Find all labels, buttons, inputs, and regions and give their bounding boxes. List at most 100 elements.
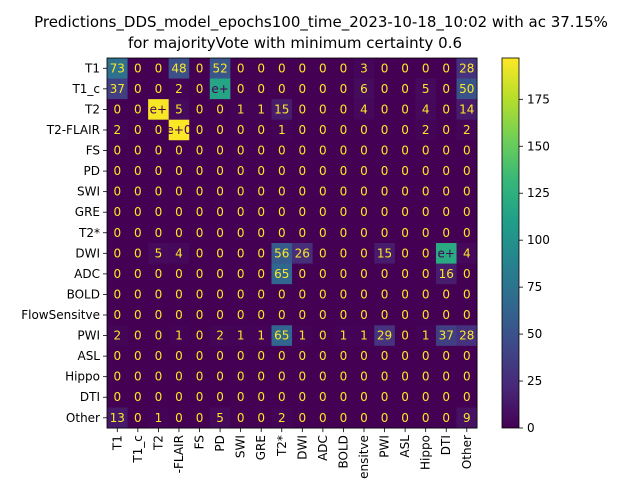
heatmap-cell: [107, 284, 128, 306]
cell-value-label: 0: [237, 267, 245, 281]
cell-value-label: 0: [257, 123, 265, 137]
cell-value-label: 0: [381, 123, 389, 137]
heatmap-cell: [107, 201, 128, 223]
cell-value-label: 0: [319, 308, 327, 322]
cell-value-label: 0: [237, 287, 245, 301]
heatmap-cell: [107, 160, 128, 182]
cell-value-label: 0: [175, 411, 183, 425]
cell-value-label: 0: [257, 349, 265, 363]
x-tick-label: T2: [151, 435, 165, 451]
x-tick-label: BOLD: [336, 435, 350, 468]
cell-value-label: 0: [216, 370, 224, 384]
heatmap-cell: [271, 181, 293, 203]
x-tick-label: -FLAIR: [172, 435, 186, 473]
heatmap-cell: [435, 140, 457, 162]
cell-value-label: 1: [422, 329, 430, 343]
y-tick-label: T1: [84, 61, 100, 75]
cell-value-label: 0: [175, 308, 183, 322]
heatmap-cell: [394, 160, 416, 182]
cell-value-label: 0: [442, 349, 450, 363]
cell-value-label: 0: [442, 287, 450, 301]
cell-value-label: 0: [216, 267, 224, 281]
heatmap-cell: [374, 407, 396, 429]
cell-value-label: 0: [360, 287, 368, 301]
heatmap-cell: [271, 201, 293, 223]
x-tick-label: DWI: [295, 435, 309, 460]
heatmap-cell: [209, 160, 231, 182]
cell-value-label: 0: [298, 390, 306, 404]
heatmap-cell: [250, 119, 272, 141]
cell-value-label: 0: [113, 185, 121, 199]
cell-value-label: 0: [237, 185, 245, 199]
cell-value-label: 0: [216, 164, 224, 178]
cell-value-label: 0: [319, 61, 327, 75]
heatmap-cell: [230, 366, 252, 388]
cell-value-label: 0: [340, 349, 348, 363]
cell-value-label: 0: [257, 390, 265, 404]
heatmap-cell: [230, 99, 252, 121]
cell-value-label: 0: [257, 370, 265, 384]
heatmap-cell: [168, 201, 190, 223]
heatmap-cell: [374, 99, 396, 121]
heatmap-cell: [333, 386, 355, 408]
cell-value-label: 15: [274, 102, 289, 116]
heatmap-cell: [292, 386, 313, 408]
cell-value-label: 0: [381, 102, 389, 116]
cell-value-label: 0: [442, 185, 450, 199]
cell-value-label: 0: [463, 205, 471, 219]
heatmap-cell: [394, 222, 416, 244]
heatmap-cell: [312, 201, 334, 223]
heatmap-cell: [333, 366, 355, 388]
cell-value-label: 0: [298, 287, 306, 301]
heatmap-cell: [148, 201, 170, 223]
cell-value-label: 5: [216, 411, 224, 425]
colorbar-tick-label: 50: [527, 327, 542, 341]
cell-value-label: 0: [340, 411, 348, 425]
cell-value-label: 0: [340, 82, 348, 96]
cell-value-label: 4: [463, 246, 471, 260]
heatmap-cell: [271, 304, 293, 326]
heatmap-cell: [168, 366, 190, 388]
heatmap-cell: [209, 140, 231, 162]
cell-value-label: 0: [319, 329, 327, 343]
cell-value-label: 1: [257, 329, 265, 343]
cell-value-label: 0: [381, 185, 389, 199]
heatmap-cell: [250, 140, 272, 162]
cell-value-label: 0: [237, 61, 245, 75]
cell-value-label: 0: [278, 164, 286, 178]
heatmap-cell: [148, 407, 170, 429]
heatmap-cell: [209, 99, 231, 121]
cell-value-label: 0: [196, 102, 204, 116]
heatmap-cell: [209, 284, 231, 306]
cell-value-label: 0: [175, 164, 183, 178]
heatmap-cell: [250, 58, 272, 79]
heatmap-cell: [435, 304, 457, 326]
heatmap-cell: [456, 222, 478, 244]
heatmap-cell: [312, 304, 334, 326]
heatmap-cell: [168, 99, 190, 121]
cell-value-label: 4: [175, 246, 183, 260]
heatmap-cell: [333, 201, 355, 223]
plot-frame: [106, 57, 478, 429]
cell-value-label: 0: [442, 411, 450, 425]
cell-value-label: 0: [155, 205, 163, 219]
cell-value-label: 0: [360, 411, 368, 425]
heatmap-cell: [127, 263, 149, 285]
cell-value-label: 0: [278, 308, 286, 322]
cell-value-label: 0: [113, 246, 121, 260]
heatmap-cell: [456, 345, 478, 367]
heatmap-cell: [333, 181, 355, 203]
cell-value-label: 0: [175, 390, 183, 404]
cell-value-label: 2: [216, 329, 224, 343]
heatmap-cell: [127, 181, 149, 203]
heatmap-cell: [107, 119, 128, 141]
heatmap-cell: [435, 99, 457, 121]
cell-value-label: 0: [340, 308, 348, 322]
cell-value-label: 0: [155, 185, 163, 199]
heatmap-cell: [292, 160, 313, 182]
heatmap-cell: [415, 243, 437, 264]
x-tick-label: T2*: [275, 435, 289, 457]
heatmap-cell: [292, 284, 313, 306]
x-tick-label: ADC: [316, 435, 330, 461]
heatmap-cell: [107, 181, 128, 203]
